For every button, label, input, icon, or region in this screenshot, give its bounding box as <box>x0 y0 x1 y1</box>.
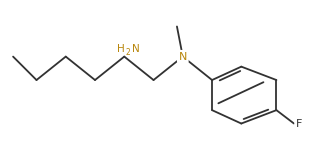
Text: H: H <box>117 44 124 54</box>
Text: 2: 2 <box>126 48 131 57</box>
Text: F: F <box>295 118 302 128</box>
Text: N: N <box>179 52 187 62</box>
Text: N: N <box>131 44 139 54</box>
